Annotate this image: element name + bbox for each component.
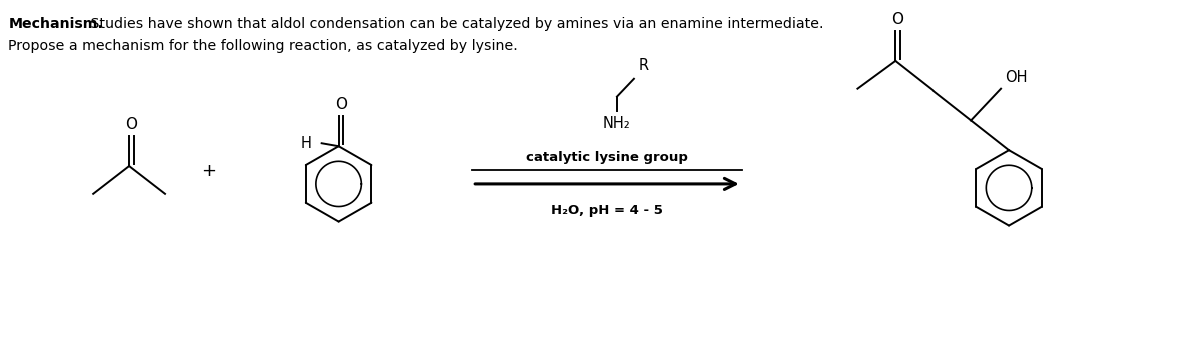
Text: Propose a mechanism for the following reaction, as catalyzed by lysine.: Propose a mechanism for the following re… (8, 39, 518, 53)
Text: +: + (202, 162, 216, 180)
Text: H: H (301, 136, 312, 151)
Text: O: O (125, 117, 137, 132)
Text: OH: OH (1006, 70, 1027, 85)
Text: catalytic lysine group: catalytic lysine group (526, 151, 688, 164)
Text: O: O (335, 98, 347, 112)
Text: H₂O, pH = 4 - 5: H₂O, pH = 4 - 5 (551, 204, 662, 217)
Text: Studies have shown that aldol condensation can be catalyzed by amines via an ena: Studies have shown that aldol condensati… (86, 17, 823, 31)
Text: O: O (892, 12, 904, 27)
Text: R: R (638, 58, 649, 73)
Text: NH₂: NH₂ (604, 117, 631, 131)
Text: Mechanism.: Mechanism. (8, 17, 103, 31)
